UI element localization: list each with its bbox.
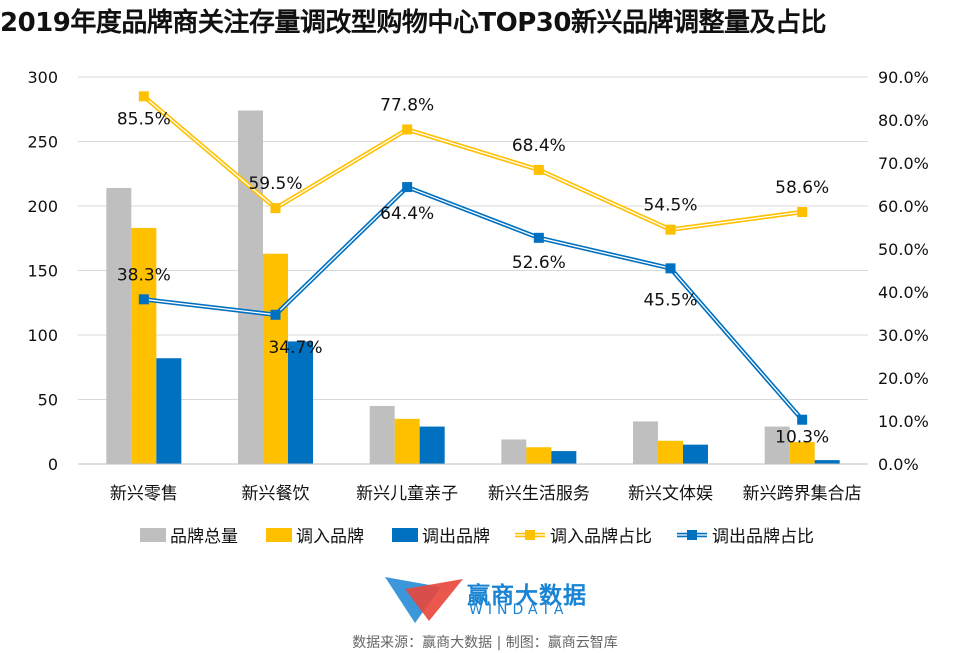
- y-left-tick-label: 150: [27, 262, 58, 281]
- line-point: [270, 309, 281, 320]
- legend: 品牌总量 调入品牌 调出品牌 调入品牌占比 调出品牌占比: [140, 527, 814, 547]
- data-label: 38.3%: [117, 265, 171, 285]
- data-label: 64.4%: [380, 204, 434, 224]
- gridlines: [78, 76, 868, 400]
- legend-label: 调出品牌占比: [712, 527, 814, 547]
- line-point: [138, 294, 149, 305]
- y-left-tick-label: 250: [27, 133, 58, 152]
- logo-text-cn: 赢商大数据: [467, 583, 587, 609]
- y-left-tick-label: 0: [48, 455, 58, 474]
- legend-swatch: [140, 528, 166, 542]
- bar: [633, 421, 658, 464]
- legend-marker: [687, 530, 697, 540]
- windata-logo-icon: [385, 577, 463, 623]
- line-point: [665, 224, 676, 235]
- x-tick-label: 新兴餐饮: [242, 484, 310, 504]
- legend-swatch: [392, 528, 418, 542]
- legend-label: 调入品牌占比: [550, 527, 652, 547]
- x-tick-label: 新兴儿童亲子: [356, 484, 458, 504]
- y-right-tick-label: 30.0%: [878, 326, 929, 345]
- y-right-tick-label: 20.0%: [878, 369, 929, 388]
- bar: [288, 341, 313, 464]
- x-tick-label: 新兴生活服务: [488, 484, 590, 504]
- bar: [238, 110, 263, 464]
- bar: [156, 358, 182, 464]
- line-point: [797, 207, 808, 218]
- data-label: 59.5%: [248, 174, 302, 194]
- line-series: [138, 91, 808, 425]
- line-point: [797, 414, 808, 425]
- combo-chart: 0 50 100 150 200 250 300 0.0% 10.0% 20.0% 30.0% 40.…: [27, 68, 928, 547]
- bar: [131, 227, 157, 464]
- data-label: 58.6%: [775, 178, 829, 198]
- bar: [369, 405, 395, 464]
- bar: [658, 440, 683, 464]
- bar: [501, 439, 527, 464]
- legend-marker: [525, 530, 535, 540]
- y-right-tick-label: 90.0%: [878, 68, 929, 87]
- line-point: [270, 203, 281, 214]
- bar-series: [106, 110, 840, 464]
- axes: 0 50 100 150 200 250 300 0.0% 10.0% 20.0% 30.0% 40.…: [27, 68, 928, 504]
- source-footer: 数据来源：赢商大数据 | 制图：赢商云智库: [352, 635, 618, 651]
- data-label: 54.5%: [643, 196, 697, 216]
- y-right-tick-label: 10.0%: [878, 412, 929, 431]
- bar: [814, 460, 840, 464]
- logo-text-en: WINDATA: [469, 602, 569, 618]
- y-right-tick-label: 50.0%: [878, 240, 929, 259]
- line-point: [533, 232, 544, 243]
- y-left-tick-label: 50: [38, 391, 58, 410]
- y-right-tick-label: 60.0%: [878, 197, 929, 216]
- line-point: [533, 164, 544, 175]
- line-point: [665, 263, 676, 274]
- bar: [263, 253, 288, 464]
- data-labels: 85.5% 59.5% 77.8% 68.4% 54.5% 58.6% 38.3% 34.7%…: [117, 95, 829, 447]
- chart-title: 2019年度品牌商关注存量调改型购物中心TOP30新兴品牌调整量及占比: [0, 8, 826, 38]
- bar: [683, 444, 708, 464]
- bar: [526, 447, 552, 464]
- data-label: 52.6%: [512, 253, 566, 273]
- x-tick-label: 新兴跨界集合店: [743, 484, 862, 504]
- bar: [789, 442, 815, 464]
- series-line-inner: [143, 186, 803, 421]
- legend-swatch: [266, 528, 292, 542]
- legend-label: 调出品牌: [422, 527, 490, 547]
- y-right-tick-label: 40.0%: [878, 283, 929, 302]
- data-label: 10.3%: [775, 428, 829, 448]
- data-label: 45.5%: [643, 290, 697, 310]
- bar: [419, 426, 445, 464]
- x-tick-label: 新兴零售: [110, 484, 178, 504]
- data-label: 68.4%: [512, 136, 566, 156]
- y-right-tick-label: 80.0%: [878, 111, 929, 130]
- series-line-inner: [143, 95, 803, 231]
- bar: [764, 426, 790, 464]
- data-label: 77.8%: [380, 95, 434, 115]
- legend-label: 调入品牌: [296, 527, 364, 547]
- legend-label: 品牌总量: [170, 527, 238, 547]
- bar: [551, 451, 577, 464]
- y-right-tick-label: 70.0%: [878, 154, 929, 173]
- y-left-tick-label: 200: [27, 197, 58, 216]
- y-left-tick-label: 100: [27, 326, 58, 345]
- bar: [106, 187, 132, 464]
- y-left-tick-label: 300: [27, 68, 58, 87]
- data-label: 85.5%: [117, 109, 171, 129]
- bar: [394, 418, 420, 464]
- data-label: 34.7%: [268, 338, 322, 358]
- line-point: [402, 182, 413, 193]
- line-point: [138, 91, 149, 102]
- line-point: [402, 124, 413, 135]
- x-tick-label: 新兴文体娱: [628, 484, 713, 504]
- y-right-tick-label: 0.0%: [878, 455, 919, 474]
